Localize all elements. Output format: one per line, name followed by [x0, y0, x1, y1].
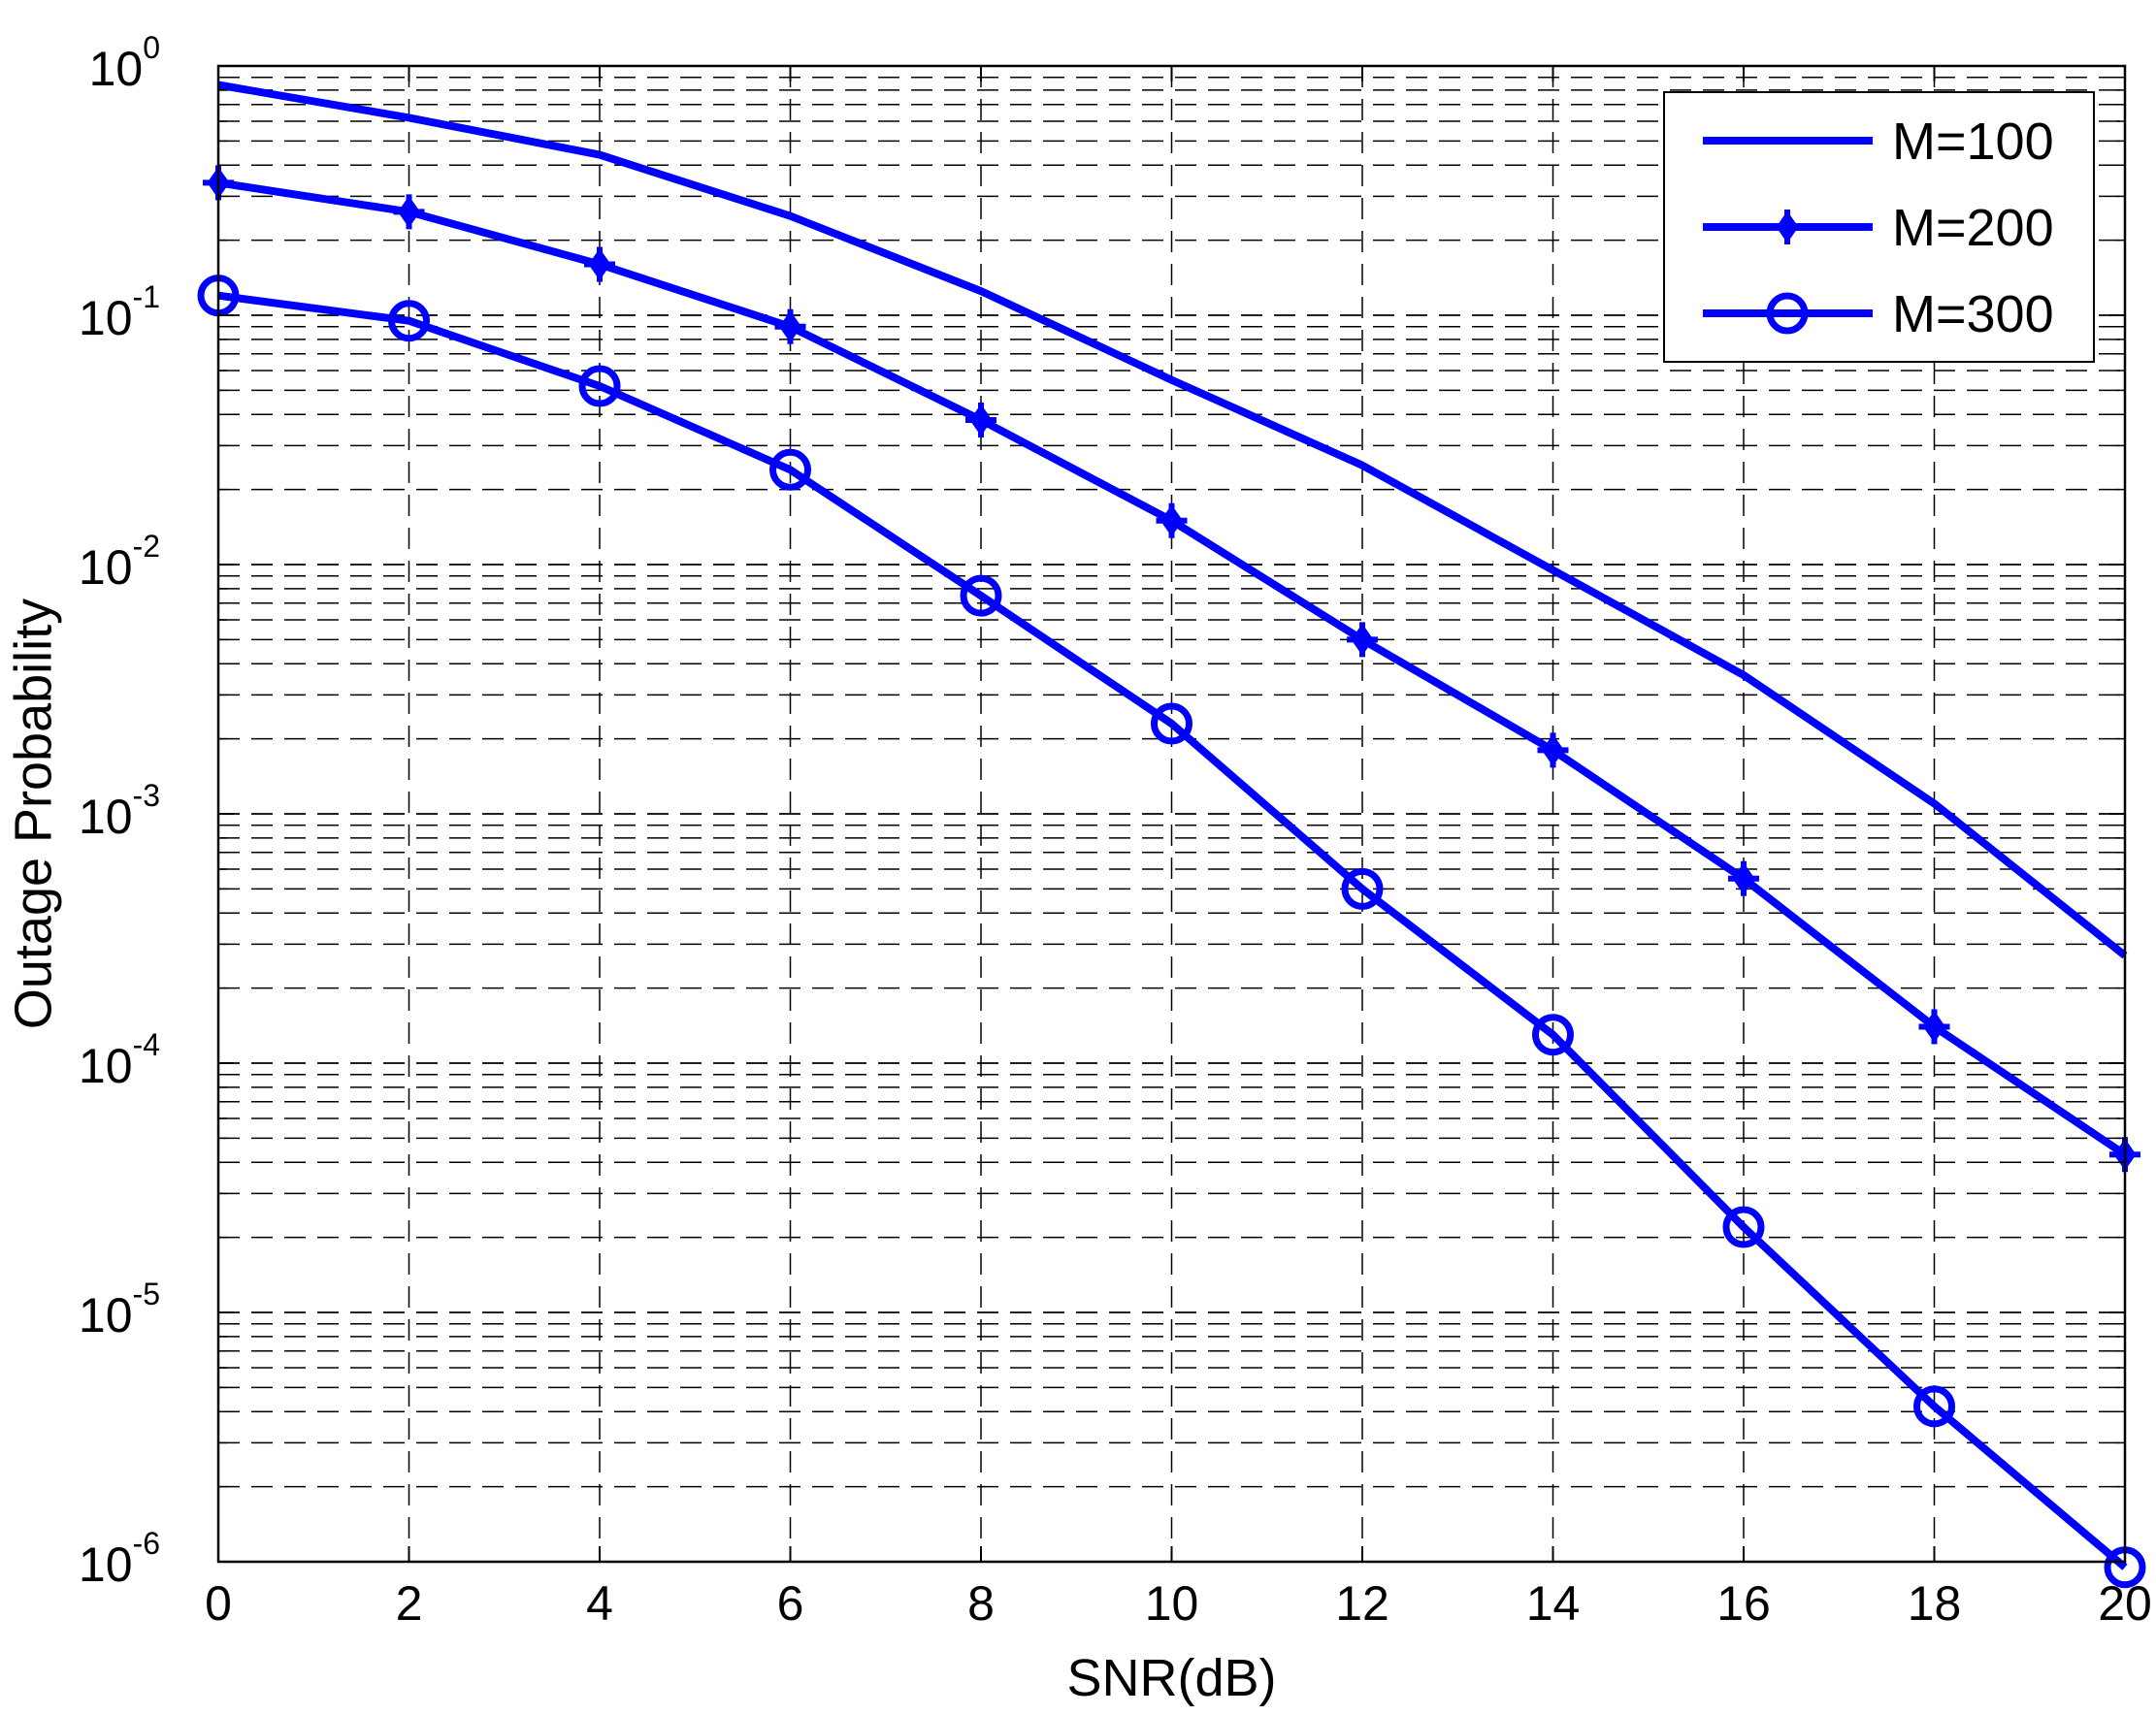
legend-label: M=300 — [1892, 285, 2054, 343]
legend-entry: M=100 — [1703, 113, 2054, 171]
series-m-100 — [217, 81, 2128, 959]
y-tick-label: 10-1 — [79, 279, 160, 345]
x-tick-label: 16 — [1716, 1576, 1771, 1631]
x-tick-label: 8 — [967, 1576, 995, 1631]
x-tick-label: 10 — [1145, 1576, 1199, 1631]
x-tick-label: 6 — [777, 1576, 804, 1631]
circle-marker — [1722, 1206, 1765, 1248]
legend-label: M=200 — [1892, 199, 2054, 257]
series-line — [217, 81, 2128, 959]
circle-marker — [1913, 1385, 1955, 1428]
circle-marker — [1341, 867, 1384, 910]
y-tick-label: 10-5 — [79, 1277, 160, 1343]
series-lines — [197, 81, 2146, 1589]
circle-marker — [1532, 1014, 1574, 1056]
grid-lines — [218, 66, 2125, 1562]
x-tick-label: 2 — [396, 1576, 423, 1631]
y-tick-label: 10-3 — [79, 778, 160, 844]
legend: M=100 M=200 M=300 — [1663, 91, 2095, 363]
x-tick-label: 12 — [1335, 1576, 1389, 1631]
circle-marker — [1766, 292, 1809, 335]
y-axis-label: Outage Probability — [4, 599, 62, 1029]
circle-marker — [960, 574, 1002, 617]
x-tick-label: 20 — [2098, 1576, 2152, 1631]
circle-marker — [769, 448, 811, 491]
x-axis-label: SNR(dB) — [1066, 1649, 1276, 1707]
x-tick-label: 14 — [1526, 1576, 1581, 1631]
legend-entry: M=200 — [1703, 199, 2054, 257]
series-line — [217, 291, 2128, 1570]
x-tick-label: 4 — [586, 1576, 613, 1631]
x-tick-label: 0 — [205, 1576, 232, 1631]
y-tick-label: 10-2 — [79, 529, 160, 595]
circle-marker — [388, 300, 430, 342]
y-tick-label: 100 — [89, 30, 160, 96]
legend-label: M=100 — [1892, 113, 2054, 171]
legend-entry: M=300 — [1703, 285, 2054, 343]
y-tick-label: 10-6 — [79, 1526, 160, 1592]
series-m-200 — [203, 165, 2140, 1173]
axis-ticks: 0 2 4 6 8 10 12 14 16 18 20 100 10-1 10-2 10-3 10-4 10-5… — [79, 30, 2152, 1631]
circle-marker — [578, 365, 621, 407]
y-tick-label: 10-4 — [79, 1027, 160, 1093]
x-tick-label: 18 — [1908, 1576, 1962, 1631]
circle-marker — [1151, 702, 1192, 745]
